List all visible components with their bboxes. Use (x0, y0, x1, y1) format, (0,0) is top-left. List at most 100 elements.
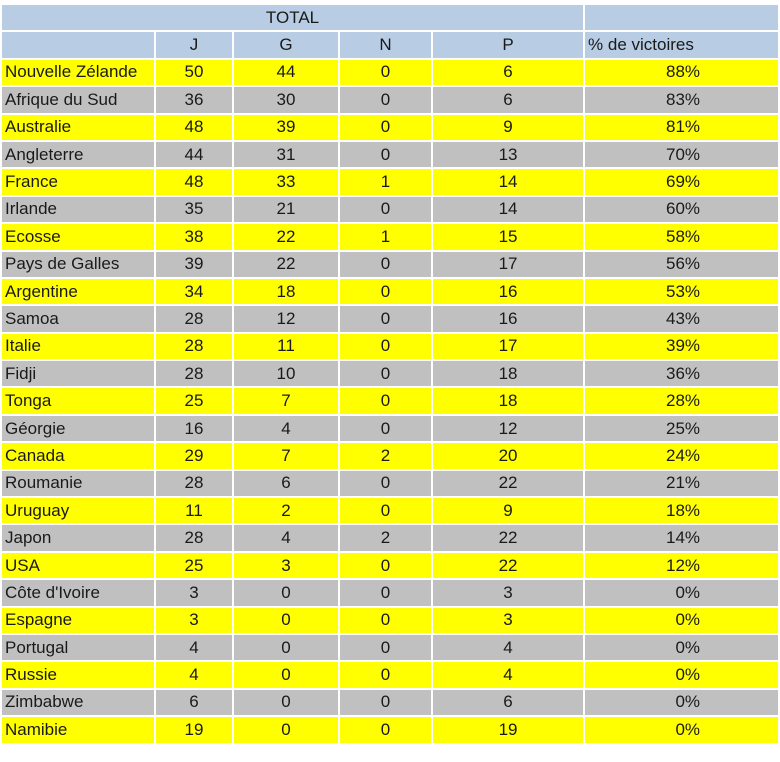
cell-pct: 56% (585, 251, 779, 277)
cell-j: 11 (156, 498, 232, 524)
cell-n: 2 (340, 443, 431, 469)
cell-n: 0 (340, 689, 431, 716)
cell-j: 3 (156, 580, 232, 606)
cell-g: 12 (234, 306, 338, 332)
cell-country: Roumanie (2, 470, 154, 497)
cell-p: 6 (433, 59, 584, 86)
cell-j: 39 (156, 251, 232, 277)
cell-n: 0 (340, 87, 431, 113)
cell-g: 11 (234, 333, 338, 360)
table-row: Italie 28 11 0 17 39% (2, 333, 779, 360)
cell-p: 17 (433, 333, 584, 360)
cell-pct: 21% (585, 470, 779, 497)
title-blank-cell (585, 5, 779, 31)
cell-pct: 60% (585, 196, 779, 223)
cell-g: 7 (234, 388, 338, 414)
cell-pct: 24% (585, 443, 779, 469)
cell-n: 0 (340, 333, 431, 360)
cell-p: 18 (433, 388, 584, 414)
cell-p: 3 (433, 607, 584, 633)
cell-g: 0 (234, 662, 338, 688)
cell-pct: 39% (585, 333, 779, 360)
table-row: Angleterre 44 31 0 13 70% (2, 141, 779, 168)
cell-g: 6 (234, 470, 338, 497)
cell-country: Espagne (2, 607, 154, 633)
cell-p: 17 (433, 251, 584, 277)
cell-n: 0 (340, 552, 431, 579)
cell-pct: 0% (585, 607, 779, 633)
cell-n: 0 (340, 717, 431, 743)
cell-p: 22 (433, 470, 584, 497)
cell-p: 12 (433, 415, 584, 442)
cell-p: 14 (433, 169, 584, 195)
cell-g: 39 (234, 114, 338, 140)
cell-n: 0 (340, 607, 431, 633)
cell-g: 31 (234, 141, 338, 168)
cell-j: 28 (156, 306, 232, 332)
cell-p: 16 (433, 278, 584, 305)
cell-n: 0 (340, 114, 431, 140)
cell-g: 22 (234, 224, 338, 250)
cell-p: 4 (433, 634, 584, 661)
cell-pct: 36% (585, 361, 779, 387)
cell-g: 0 (234, 634, 338, 661)
cell-country: Canada (2, 443, 154, 469)
table-row: Afrique du Sud 36 30 0 6 83% (2, 87, 779, 113)
cell-n: 1 (340, 224, 431, 250)
cell-j: 44 (156, 141, 232, 168)
table-row: Namibie 19 0 0 19 0% (2, 717, 779, 743)
cell-country: Angleterre (2, 141, 154, 168)
cell-j: 35 (156, 196, 232, 223)
cell-country: Nouvelle Zélande (2, 59, 154, 86)
cell-pct: 53% (585, 278, 779, 305)
cell-pct: 83% (585, 87, 779, 113)
table-row: Portugal 4 0 0 4 0% (2, 634, 779, 661)
cell-country: Uruguay (2, 498, 154, 524)
cell-g: 4 (234, 415, 338, 442)
cell-n: 0 (340, 634, 431, 661)
table-row: Russie 4 0 0 4 0% (2, 662, 779, 688)
cell-g: 44 (234, 59, 338, 86)
table-row: Fidji 28 10 0 18 36% (2, 361, 779, 387)
cell-j: 28 (156, 525, 232, 551)
cell-j: 25 (156, 388, 232, 414)
cell-p: 9 (433, 498, 584, 524)
cell-p: 19 (433, 717, 584, 743)
cell-n: 0 (340, 415, 431, 442)
cell-country: Pays de Galles (2, 251, 154, 277)
stats-table: TOTAL J G N P % de victoires Nouvelle Zé… (0, 3, 780, 745)
table-row: USA 25 3 0 22 12% (2, 552, 779, 579)
cell-country: Ecosse (2, 224, 154, 250)
cell-pct: 88% (585, 59, 779, 86)
cell-g: 7 (234, 443, 338, 469)
table-row: Argentine 34 18 0 16 53% (2, 278, 779, 305)
table-row: Irlande 35 21 0 14 60% (2, 196, 779, 223)
cell-country: Fidji (2, 361, 154, 387)
cell-j: 4 (156, 662, 232, 688)
cell-pct: 12% (585, 552, 779, 579)
cell-p: 14 (433, 196, 584, 223)
cell-country: Zimbabwe (2, 689, 154, 716)
cell-p: 6 (433, 87, 584, 113)
cell-p: 9 (433, 114, 584, 140)
title-row: TOTAL (2, 5, 779, 31)
cell-n: 0 (340, 141, 431, 168)
cell-country: Italie (2, 333, 154, 360)
cell-j: 28 (156, 333, 232, 360)
cell-g: 2 (234, 498, 338, 524)
cell-j: 28 (156, 361, 232, 387)
cell-country: Géorgie (2, 415, 154, 442)
cell-p: 4 (433, 662, 584, 688)
cell-g: 0 (234, 717, 338, 743)
table-row: Pays de Galles 39 22 0 17 56% (2, 251, 779, 277)
table-row: Zimbabwe 6 0 0 6 0% (2, 689, 779, 716)
cell-country: Namibie (2, 717, 154, 743)
table-title: TOTAL (2, 5, 584, 31)
cell-j: 28 (156, 470, 232, 497)
cell-j: 3 (156, 607, 232, 633)
cell-p: 13 (433, 141, 584, 168)
cell-j: 38 (156, 224, 232, 250)
cell-pct: 69% (585, 169, 779, 195)
cell-n: 0 (340, 251, 431, 277)
table-row: Uruguay 11 2 0 9 18% (2, 498, 779, 524)
